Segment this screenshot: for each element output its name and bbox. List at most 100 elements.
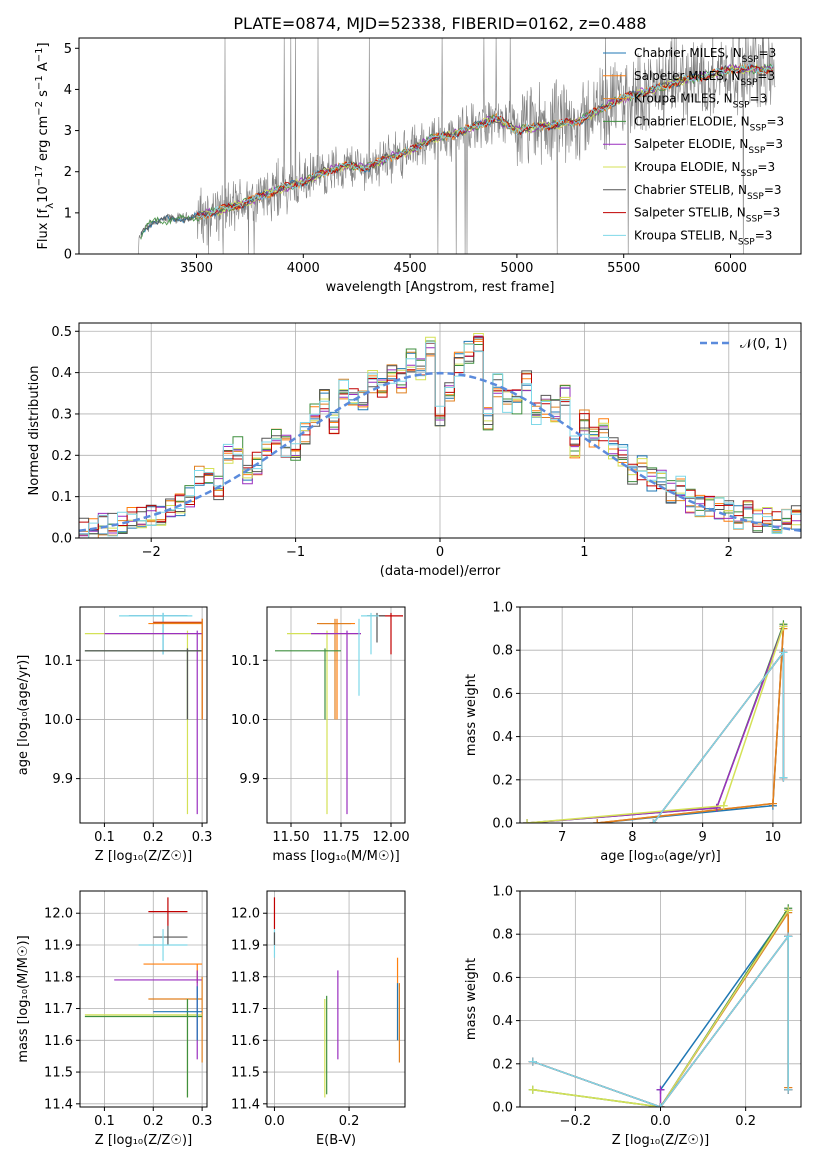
y-tick-label: 11.7 — [231, 1002, 260, 1017]
legend-label-tail: =3 — [757, 69, 775, 83]
y-axis-label-part: −17 — [34, 165, 45, 186]
x-tick-label: 5500 — [607, 261, 640, 276]
series-line — [526, 626, 785, 823]
series-marker — [784, 932, 793, 941]
legend-label: Chabrier ELODIE, NSSP=3 — [634, 114, 784, 133]
legend-label-tail: =3 — [759, 46, 777, 60]
histogram-line — [79, 342, 801, 538]
legend-label-text: Kroupa MILES, N — [634, 92, 733, 106]
data-point — [311, 630, 361, 815]
data-point — [317, 618, 351, 720]
legend-label-text: Kroupa ELODIE, N — [634, 160, 741, 174]
series-line — [532, 934, 789, 1107]
y-tick-label: 11.6 — [231, 1034, 260, 1049]
figure-title: PLATE=0874, MJD=52338, FIBERID=0162, z=0… — [233, 14, 646, 33]
y-tick-label: 11.7 — [44, 1002, 73, 1017]
legend-label-tail: =3 — [755, 228, 773, 242]
y-tick-label: 0.0 — [492, 1101, 513, 1116]
x-tick-label: 8 — [628, 830, 636, 845]
x-tick-label: 9 — [699, 830, 707, 845]
legend-label: Salpeter MILES, NSSP=3 — [634, 69, 775, 88]
y-axis-label-part: −1 — [34, 75, 45, 90]
data-spectrum-line — [132, 38, 776, 254]
legend-label-tail: =3 — [764, 183, 782, 197]
legend-label: Chabrier STELIB, NSSP=3 — [634, 183, 782, 202]
y-tick-label: 0.6 — [492, 971, 513, 986]
y-tick-label: 4 — [64, 83, 72, 98]
y-tick-label: 11.5 — [44, 1066, 73, 1081]
data-point — [84, 999, 203, 1098]
y-tick-label: 0.5 — [51, 325, 72, 340]
legend-label: Salpeter ELODIE, NSSP=3 — [634, 137, 783, 156]
y-tick-label: 3 — [64, 124, 72, 139]
series-marker — [528, 1057, 537, 1066]
y-tick-label: 0.0 — [51, 532, 72, 547]
series-marker — [784, 1085, 793, 1094]
x-tick-label: 4500 — [394, 261, 427, 276]
legend-label: Kroupa MILES, NSSP=3 — [634, 92, 767, 111]
y-axis-label-part: 10 — [36, 186, 51, 203]
legend-label-text: Kroupa STELIB, N — [634, 228, 738, 242]
legend-label: Salpeter STELIB, NSSP=3 — [634, 206, 780, 225]
y-tick-label: 5 — [64, 42, 72, 57]
x-tick-label: 0.1 — [94, 1114, 115, 1129]
y-tick-label: 9.9 — [239, 772, 260, 787]
legend-label: Chabrier MILES, NSSP=3 — [634, 46, 776, 65]
series-marker — [784, 906, 793, 915]
y-axis-label-part: A — [36, 62, 51, 75]
x-tick-label: 2 — [725, 545, 733, 560]
y-axis-label-part: ] — [36, 42, 51, 47]
data-point — [153, 925, 188, 945]
legend-label: Kroupa STELIB, NSSP=3 — [634, 228, 772, 247]
series-marker — [528, 1085, 537, 1094]
y-axis-label: Normed distribution — [27, 366, 42, 496]
x-tick-label: 0.3 — [192, 1114, 213, 1129]
legend-label-sub: SSP — [742, 55, 759, 65]
series-marker — [779, 622, 788, 631]
legend-label-tail: =3 — [765, 137, 783, 151]
y-tick-label: 12.0 — [231, 907, 260, 922]
model-spectrum-line — [196, 63, 774, 219]
series-marker — [719, 801, 728, 810]
y-axis-label-part: s — [36, 90, 51, 101]
x-tick-label: 5000 — [500, 261, 533, 276]
legend-label-text: Salpeter ELODIE, N — [634, 137, 748, 151]
y-tick-label: 12.0 — [44, 907, 73, 922]
y-tick-label: 11.8 — [231, 970, 260, 985]
y-tick-label: 10.1 — [44, 654, 73, 669]
data-point — [84, 630, 203, 815]
plot-area — [275, 612, 403, 815]
y-tick-label: 2 — [64, 165, 72, 180]
y-tick-label: 1.0 — [492, 601, 513, 616]
y-tick-label: 0.2 — [492, 773, 513, 788]
y-tick-label: 10.0 — [44, 713, 73, 728]
x-tick-label: −0.2 — [560, 1114, 592, 1129]
panel-residuals: −2 −1 0 1 2 0.0 0.1 0.2 0.3 0.4 0.5 (data-model)/er… — [27, 322, 802, 579]
data-point — [84, 999, 203, 1098]
x-tick-label: 1 — [580, 545, 588, 560]
y-tick-label: 10.0 — [231, 713, 260, 728]
legend-label-tail: =3 — [757, 160, 775, 174]
y-tick-label: 0.3 — [51, 407, 72, 422]
x-tick-label: 11.75 — [322, 830, 359, 845]
axes-frame — [266, 606, 406, 824]
panel-mass_vs_ebv: 0.0 0.2 11.4 11.5 11.6 11.7 11.8 11.9 12.0 E(B-V) — [231, 890, 406, 1148]
series-line — [597, 626, 785, 823]
x-axis-label: E(B-V) — [316, 1133, 356, 1148]
legend-label-tail: =3 — [750, 92, 768, 106]
x-axis-label: Z [log₁₀(Z/Z☉)] — [95, 1133, 192, 1148]
data-point — [104, 630, 203, 815]
y-tick-label: 0.2 — [51, 449, 72, 464]
y-axis-label-part: Flux [f — [36, 208, 51, 249]
legend-label-sub: SSP — [746, 215, 763, 225]
y-tick-label: 11.9 — [44, 939, 73, 954]
series-marker — [649, 819, 658, 823]
data-point — [275, 648, 341, 720]
y-tick-label: 0.4 — [492, 1014, 513, 1029]
legend-label-tail: =3 — [763, 206, 781, 220]
data-point — [377, 612, 403, 655]
y-tick-label: 1.0 — [492, 885, 513, 900]
y-tick-label: 1 — [64, 206, 72, 221]
data-point — [84, 648, 203, 720]
axes-frame — [79, 606, 208, 824]
